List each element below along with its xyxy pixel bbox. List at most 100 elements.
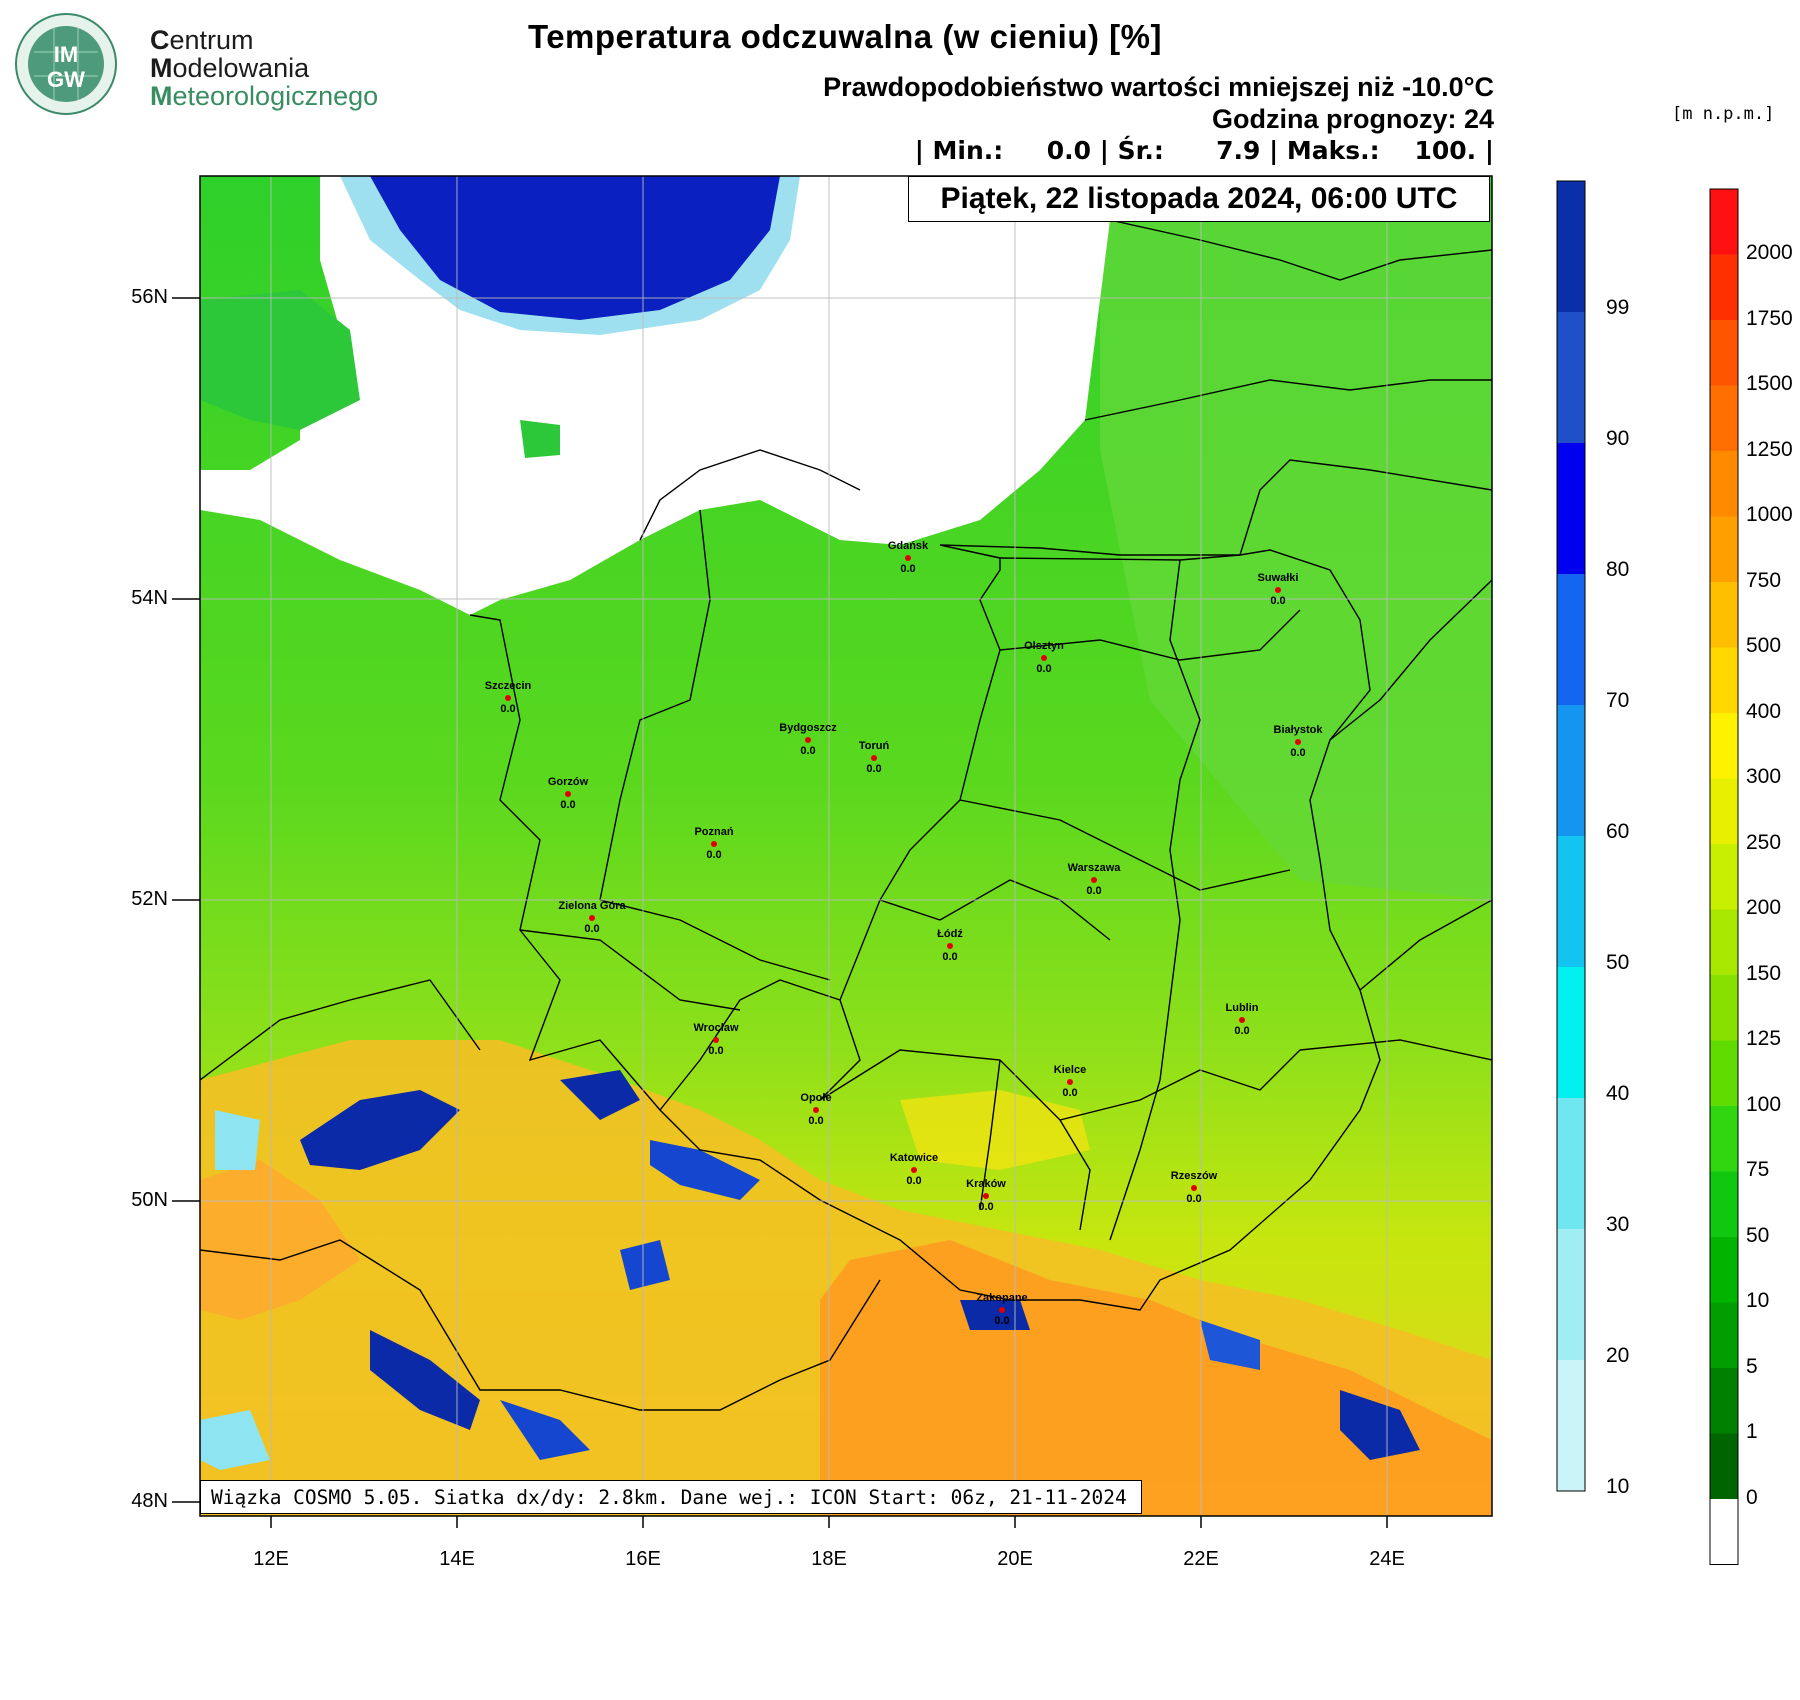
- elevation-color-segment: [1710, 582, 1738, 648]
- elevation-tick-label: 250: [1746, 830, 1782, 854]
- city-value: 0.0: [800, 745, 816, 757]
- elevation-colorbar: [1709, 188, 1739, 1565]
- city-label: Lublin 0.0: [1197, 1002, 1287, 1038]
- city-value: 0.0: [706, 849, 722, 861]
- imgw-logo: IM GW Centrum Modelowania Meteorologiczn…: [14, 12, 384, 115]
- probability-tick-label: 20: [1606, 1344, 1630, 1367]
- elevation-tick-label: 1750: [1746, 306, 1793, 330]
- city-dot: [713, 1037, 719, 1043]
- city-label: Olsztyn 0.0: [999, 640, 1089, 676]
- lat-label: 50N: [131, 1189, 168, 1211]
- city-dot: [905, 555, 911, 561]
- probability-tick-label: 90: [1606, 427, 1630, 450]
- city-name: Poznań: [694, 826, 734, 838]
- logo-name: Centrum Modelowania Meteorologicznego: [150, 25, 379, 111]
- city-name: Lublin: [1225, 1002, 1259, 1014]
- elevation-tick-label: 5: [1746, 1354, 1758, 1378]
- city-value: 0.0: [500, 703, 516, 715]
- city-dot: [947, 943, 953, 949]
- city-label: Zakopane 0.0: [957, 1292, 1047, 1328]
- city-name: Białystok: [1273, 724, 1323, 736]
- city-label: Zielona Góra 0.0: [547, 900, 637, 936]
- city-value: 0.0: [942, 951, 958, 963]
- elevation-tick-label: 1250: [1746, 437, 1793, 461]
- elevation-tick-label: 200: [1746, 896, 1782, 919]
- elevation-color-segment: [1710, 451, 1738, 517]
- elevation-tick-label: 300: [1746, 765, 1782, 788]
- lat-label: 56N: [131, 286, 168, 308]
- elevation-color-segment: [1710, 1302, 1738, 1368]
- elevation-tick-label: 500: [1746, 634, 1782, 657]
- probability-tick-label: 99: [1606, 296, 1630, 319]
- date-box: Piątek, 22 listopada 2024, 06:00 UTC: [908, 176, 1490, 222]
- city-name: Gorzów: [547, 776, 589, 788]
- city-dot: [711, 841, 717, 847]
- city-name: Zakopane: [976, 1292, 1028, 1304]
- city-dot: [1041, 655, 1047, 661]
- city-dot: [1239, 1017, 1245, 1023]
- elevation-color-segment: [1710, 516, 1738, 582]
- city-name: Bydgoszcz: [779, 722, 837, 734]
- lon-label: 18E: [811, 1548, 847, 1570]
- elevation-color-segment: [1710, 320, 1738, 386]
- elevation-color-segment: [1710, 1040, 1738, 1106]
- elevation-tick-label: 400: [1746, 699, 1782, 723]
- city-name: Gdańsk: [887, 540, 929, 552]
- elevation-color-segment: [1710, 1106, 1738, 1172]
- svg-text:IM: IM: [54, 42, 78, 67]
- city-value: 0.0: [808, 1115, 824, 1127]
- elevation-color-segment: [1710, 385, 1738, 451]
- city-dot: [1067, 1079, 1073, 1085]
- elevation-colorbar-frame: [1709, 188, 1739, 1565]
- city-dot: [911, 1167, 917, 1173]
- imgw-emblem: IM GW: [15, 13, 117, 115]
- city-name: Łódź: [937, 928, 963, 940]
- city-value: 0.0: [1234, 1025, 1250, 1037]
- city-dot: [505, 695, 511, 701]
- stats-line: | Min.: 0.0 | Śr.: 7.9 | Maks.: 100. |: [914, 136, 1494, 165]
- elevation-color-segment: [1710, 1499, 1738, 1565]
- city-name: Olsztyn: [1024, 640, 1064, 652]
- elevation-color-segment: [1710, 1171, 1738, 1237]
- city-name: Kielce: [1053, 1064, 1087, 1076]
- city-name: Zielona Góra: [558, 900, 626, 912]
- forecast-hour: Godzina prognozy: 24: [1211, 104, 1494, 134]
- city-label: Szczecin 0.0: [463, 680, 553, 716]
- city-label: Kraków 0.0: [941, 1178, 1031, 1214]
- city-label: Katowice 0.0: [869, 1152, 959, 1188]
- city-label: Białystok 0.0: [1253, 724, 1343, 760]
- city-dot: [1091, 877, 1097, 883]
- city-dot: [805, 737, 811, 743]
- elevation-tick-label: 750: [1746, 568, 1782, 592]
- elevation-tick-label: 1500: [1746, 372, 1793, 395]
- lon-label: 22E: [1183, 1548, 1219, 1570]
- model-info-box: Wiązka COSMO 5.05. Siatka dx/dy: 2.8km. …: [200, 1480, 1142, 1514]
- city-value: 0.0: [1036, 663, 1052, 675]
- city-value: 0.0: [584, 923, 600, 935]
- city-name: Katowice: [889, 1152, 939, 1164]
- elevation-tick-label: 150: [1746, 961, 1782, 985]
- city-dot: [565, 791, 571, 797]
- elevation-tick-label: 0: [1746, 1485, 1758, 1509]
- city-label: Suwałki 0.0: [1233, 572, 1323, 608]
- city-value: 0.0: [900, 563, 916, 575]
- city-dot: [1295, 739, 1301, 745]
- city-label: Kielce 0.0: [1025, 1064, 1115, 1100]
- elevation-tick-label: 75: [1746, 1158, 1770, 1181]
- map-field: [200, 176, 1492, 1516]
- city-name: Suwałki: [1257, 572, 1299, 584]
- city-name: Szczecin: [484, 680, 532, 692]
- city-label: Rzeszów 0.0: [1149, 1170, 1239, 1206]
- city-label: Warszawa 0.0: [1049, 862, 1139, 898]
- city-name: Toruń: [858, 740, 890, 752]
- city-dot: [999, 1307, 1005, 1313]
- city-name: Warszawa: [1067, 862, 1121, 874]
- probability-tick-label: 70: [1606, 689, 1630, 712]
- city-dot: [1275, 587, 1281, 593]
- elevation-tick-label: 2000: [1746, 241, 1793, 264]
- city-label: Bydgoszcz 0.0: [763, 722, 853, 758]
- elevation-tick-label: 1000: [1746, 503, 1793, 526]
- city-value: 0.0: [708, 1045, 724, 1057]
- city-dot: [589, 915, 595, 921]
- probability-tick-label: 60: [1606, 820, 1630, 843]
